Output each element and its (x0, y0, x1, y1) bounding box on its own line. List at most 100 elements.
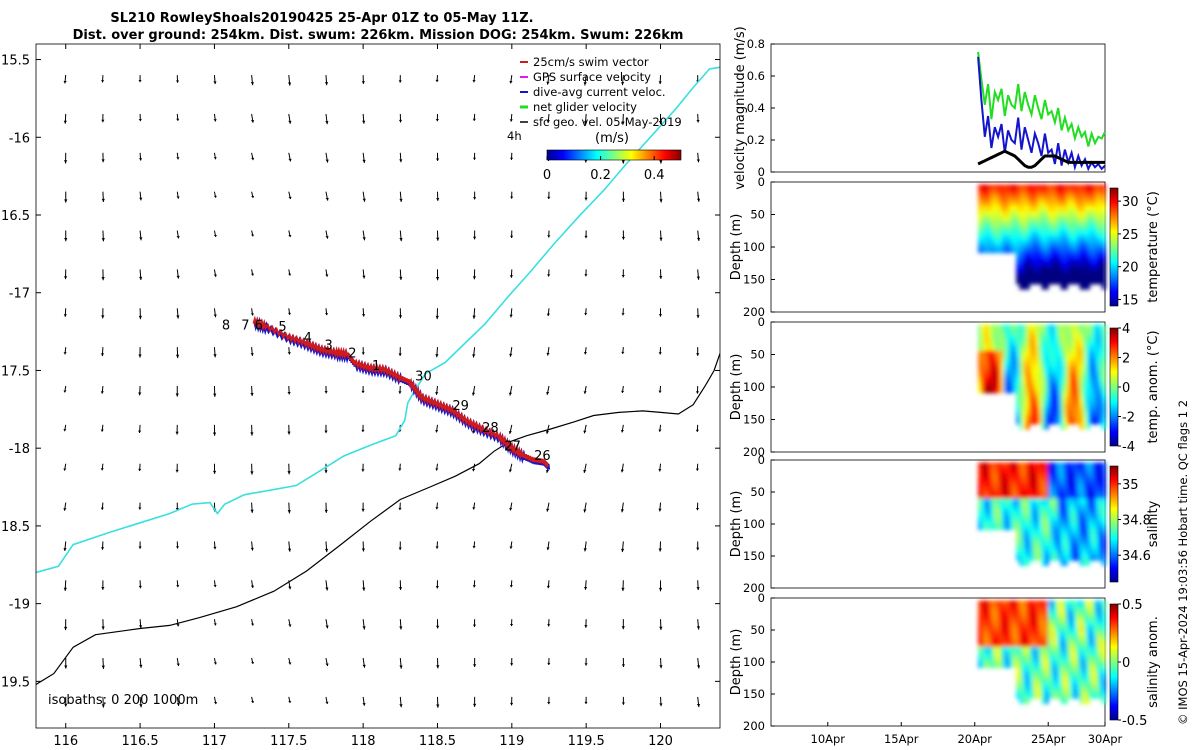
sfc-vector-head (472, 354, 476, 358)
section-cell (1057, 524, 1062, 531)
section-cell (984, 215, 989, 222)
section-cell (1079, 646, 1084, 653)
section-cell (1000, 518, 1005, 525)
section-cell (993, 651, 999, 658)
section-cell (981, 477, 986, 485)
section-cell (990, 371, 995, 378)
section-cell (1022, 355, 1027, 362)
sfc-vector-head (658, 587, 663, 592)
section-cell (987, 605, 992, 612)
section-cell (1070, 544, 1075, 551)
section-cell (1006, 600, 1011, 607)
section-cell (1098, 366, 1103, 373)
x-tick-label: 118 (351, 734, 376, 749)
section-cell (1022, 231, 1027, 238)
section-cell (1028, 215, 1034, 222)
section-cell (1044, 524, 1049, 531)
section-cell (1044, 615, 1049, 623)
sfc-vector-head (288, 701, 292, 703)
section-cell (1057, 508, 1062, 515)
section-cell (1066, 267, 1072, 274)
depth-tick-label: 200 (743, 581, 765, 595)
section-cell (1076, 329, 1081, 336)
section-cell (984, 381, 989, 388)
section-cell (1092, 236, 1097, 243)
section-cell (1025, 554, 1030, 561)
section-cell (1047, 631, 1053, 638)
section-cell (1095, 462, 1100, 469)
section-cell (997, 329, 1002, 336)
section-cell (1070, 418, 1075, 425)
section-cell (1082, 621, 1087, 628)
section-cell (990, 605, 995, 612)
section-cell (1066, 615, 1072, 623)
section-cell (1098, 267, 1103, 274)
sfc-vector-head (138, 430, 142, 434)
sfc-vector-head (583, 391, 587, 394)
section-cell (1082, 329, 1087, 336)
section-cell (1022, 462, 1027, 469)
section-cell (1095, 361, 1100, 368)
section-cell (1101, 549, 1106, 556)
section-cell (1038, 236, 1043, 243)
sfc-vector-head (509, 508, 513, 511)
section-cell (1025, 503, 1030, 510)
section-cell (1079, 345, 1084, 352)
section-cell (981, 355, 986, 362)
sfc-vector-head (658, 121, 663, 125)
section-cell (1073, 324, 1078, 331)
section-cell (1076, 273, 1081, 280)
section-cell (1085, 544, 1091, 551)
section-cell (1076, 534, 1081, 541)
section-cell (1051, 529, 1056, 536)
section-cell (1073, 524, 1078, 531)
section-cell (1000, 513, 1005, 520)
section-cell (1051, 387, 1056, 394)
section-cell (1073, 672, 1078, 679)
sfc-vector-head (250, 234, 255, 237)
section-cell (1085, 651, 1091, 658)
section-cell (1025, 210, 1030, 217)
section-cell (1022, 366, 1027, 373)
section-cell (1044, 534, 1049, 541)
section-cell (1022, 381, 1027, 388)
section-cell (1098, 340, 1103, 347)
section-cell (1066, 534, 1072, 541)
sfc-vector-head (63, 120, 67, 124)
section-cell (1070, 651, 1075, 658)
section-cell (1012, 605, 1018, 612)
section-cell (1082, 508, 1087, 515)
section-cell (1101, 262, 1106, 269)
section-cell (1019, 376, 1024, 383)
section-cell (1044, 651, 1049, 658)
section-cell (1028, 324, 1034, 331)
section-cell (1044, 241, 1049, 248)
section-cell (993, 329, 999, 336)
section-cell (1041, 402, 1046, 409)
section-cell (1073, 221, 1078, 228)
section-cell (1032, 215, 1037, 222)
section-cell (1047, 626, 1053, 633)
x-tick-label: 118.5 (419, 734, 456, 749)
section-cell (1076, 361, 1081, 368)
section-cell (1041, 539, 1046, 546)
sfc-vector-head (213, 354, 217, 358)
section-cell (1047, 656, 1053, 663)
sfc-vector-head (176, 196, 180, 199)
sfc-vector-head (64, 160, 68, 164)
sfc-vector-head (139, 237, 143, 241)
section-cell (1054, 381, 1059, 388)
section-cell (1079, 267, 1084, 274)
colorbar-title: temp. anom. (°C) (1146, 330, 1161, 443)
sfc-vector-head (288, 624, 292, 627)
section-cell (1060, 231, 1065, 238)
section-cell (1092, 534, 1097, 541)
section-cell (1082, 672, 1087, 679)
section-cell (1076, 200, 1081, 207)
swim-track (252, 315, 549, 468)
section-cell (1101, 615, 1106, 623)
section-cell (1016, 247, 1021, 254)
section-cell (1066, 687, 1072, 694)
section-cell (1003, 662, 1008, 669)
section-cell (984, 345, 989, 352)
